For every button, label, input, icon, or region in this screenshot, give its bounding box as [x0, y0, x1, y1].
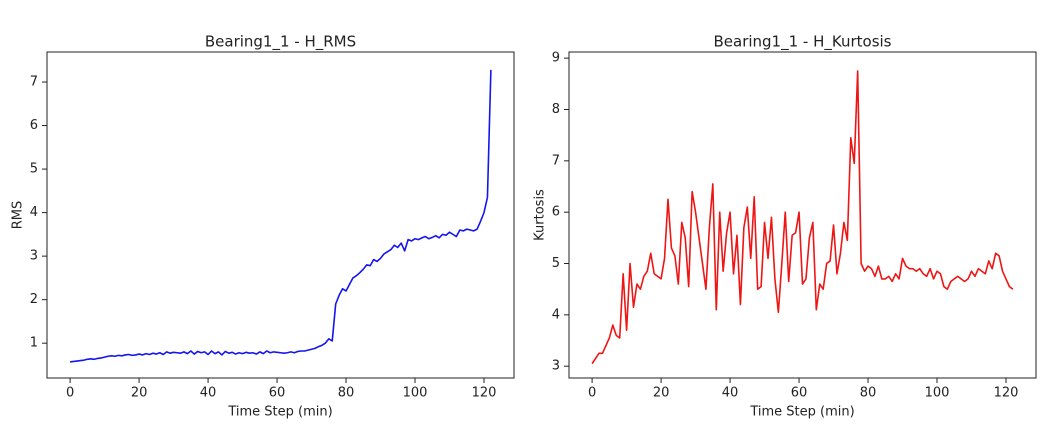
x-tick-label: 60 [791, 386, 808, 401]
y-tick-label: 6 [30, 118, 38, 133]
y-tick-label: 4 [30, 205, 38, 220]
y-tick-label: 2 [30, 292, 38, 307]
chart-title: Bearing1_1 - H_Kurtosis [713, 33, 891, 52]
y-axis-label: Kurtosis [533, 189, 548, 241]
y-tick-label: 7 [30, 75, 38, 90]
x-tick-label: 100 [925, 386, 950, 401]
plot-frame [568, 51, 1037, 379]
x-axis-label: Time Step (min) [227, 405, 332, 420]
plot-frame [46, 51, 515, 379]
data-line [591, 70, 1014, 365]
y-tick-label: 5 [30, 162, 38, 177]
x-tick-label: 80 [860, 386, 877, 401]
y-tick-label: 9 [552, 51, 560, 66]
y-tick-label: 4 [552, 307, 560, 322]
x-tick-label: 100 [403, 386, 428, 401]
x-axis-label: Time Step (min) [749, 405, 854, 420]
data-line [70, 69, 492, 363]
x-tick-label: 0 [588, 386, 596, 401]
x-tick-label: 40 [200, 386, 217, 401]
x-tick-label: 120 [994, 386, 1019, 401]
y-tick-label: 8 [552, 102, 560, 117]
chart-title: Bearing1_1 - H_RMS [205, 33, 356, 52]
x-tick-label: 120 [472, 386, 497, 401]
y-axis-label: RMS [11, 201, 26, 230]
y-tick-label: 5 [552, 256, 560, 271]
x-tick-label: 40 [722, 386, 739, 401]
y-tick-label: 1 [30, 336, 38, 351]
x-tick-label: 80 [338, 386, 355, 401]
y-tick-label: 6 [552, 205, 560, 220]
x-tick-label: 20 [131, 386, 148, 401]
y-tick-label: 3 [30, 249, 38, 264]
x-tick-label: 60 [269, 386, 286, 401]
y-tick-label: 7 [552, 153, 560, 168]
x-tick-label: 20 [653, 386, 670, 401]
x-tick-label: 0 [66, 386, 74, 401]
y-tick-label: 3 [552, 359, 560, 374]
